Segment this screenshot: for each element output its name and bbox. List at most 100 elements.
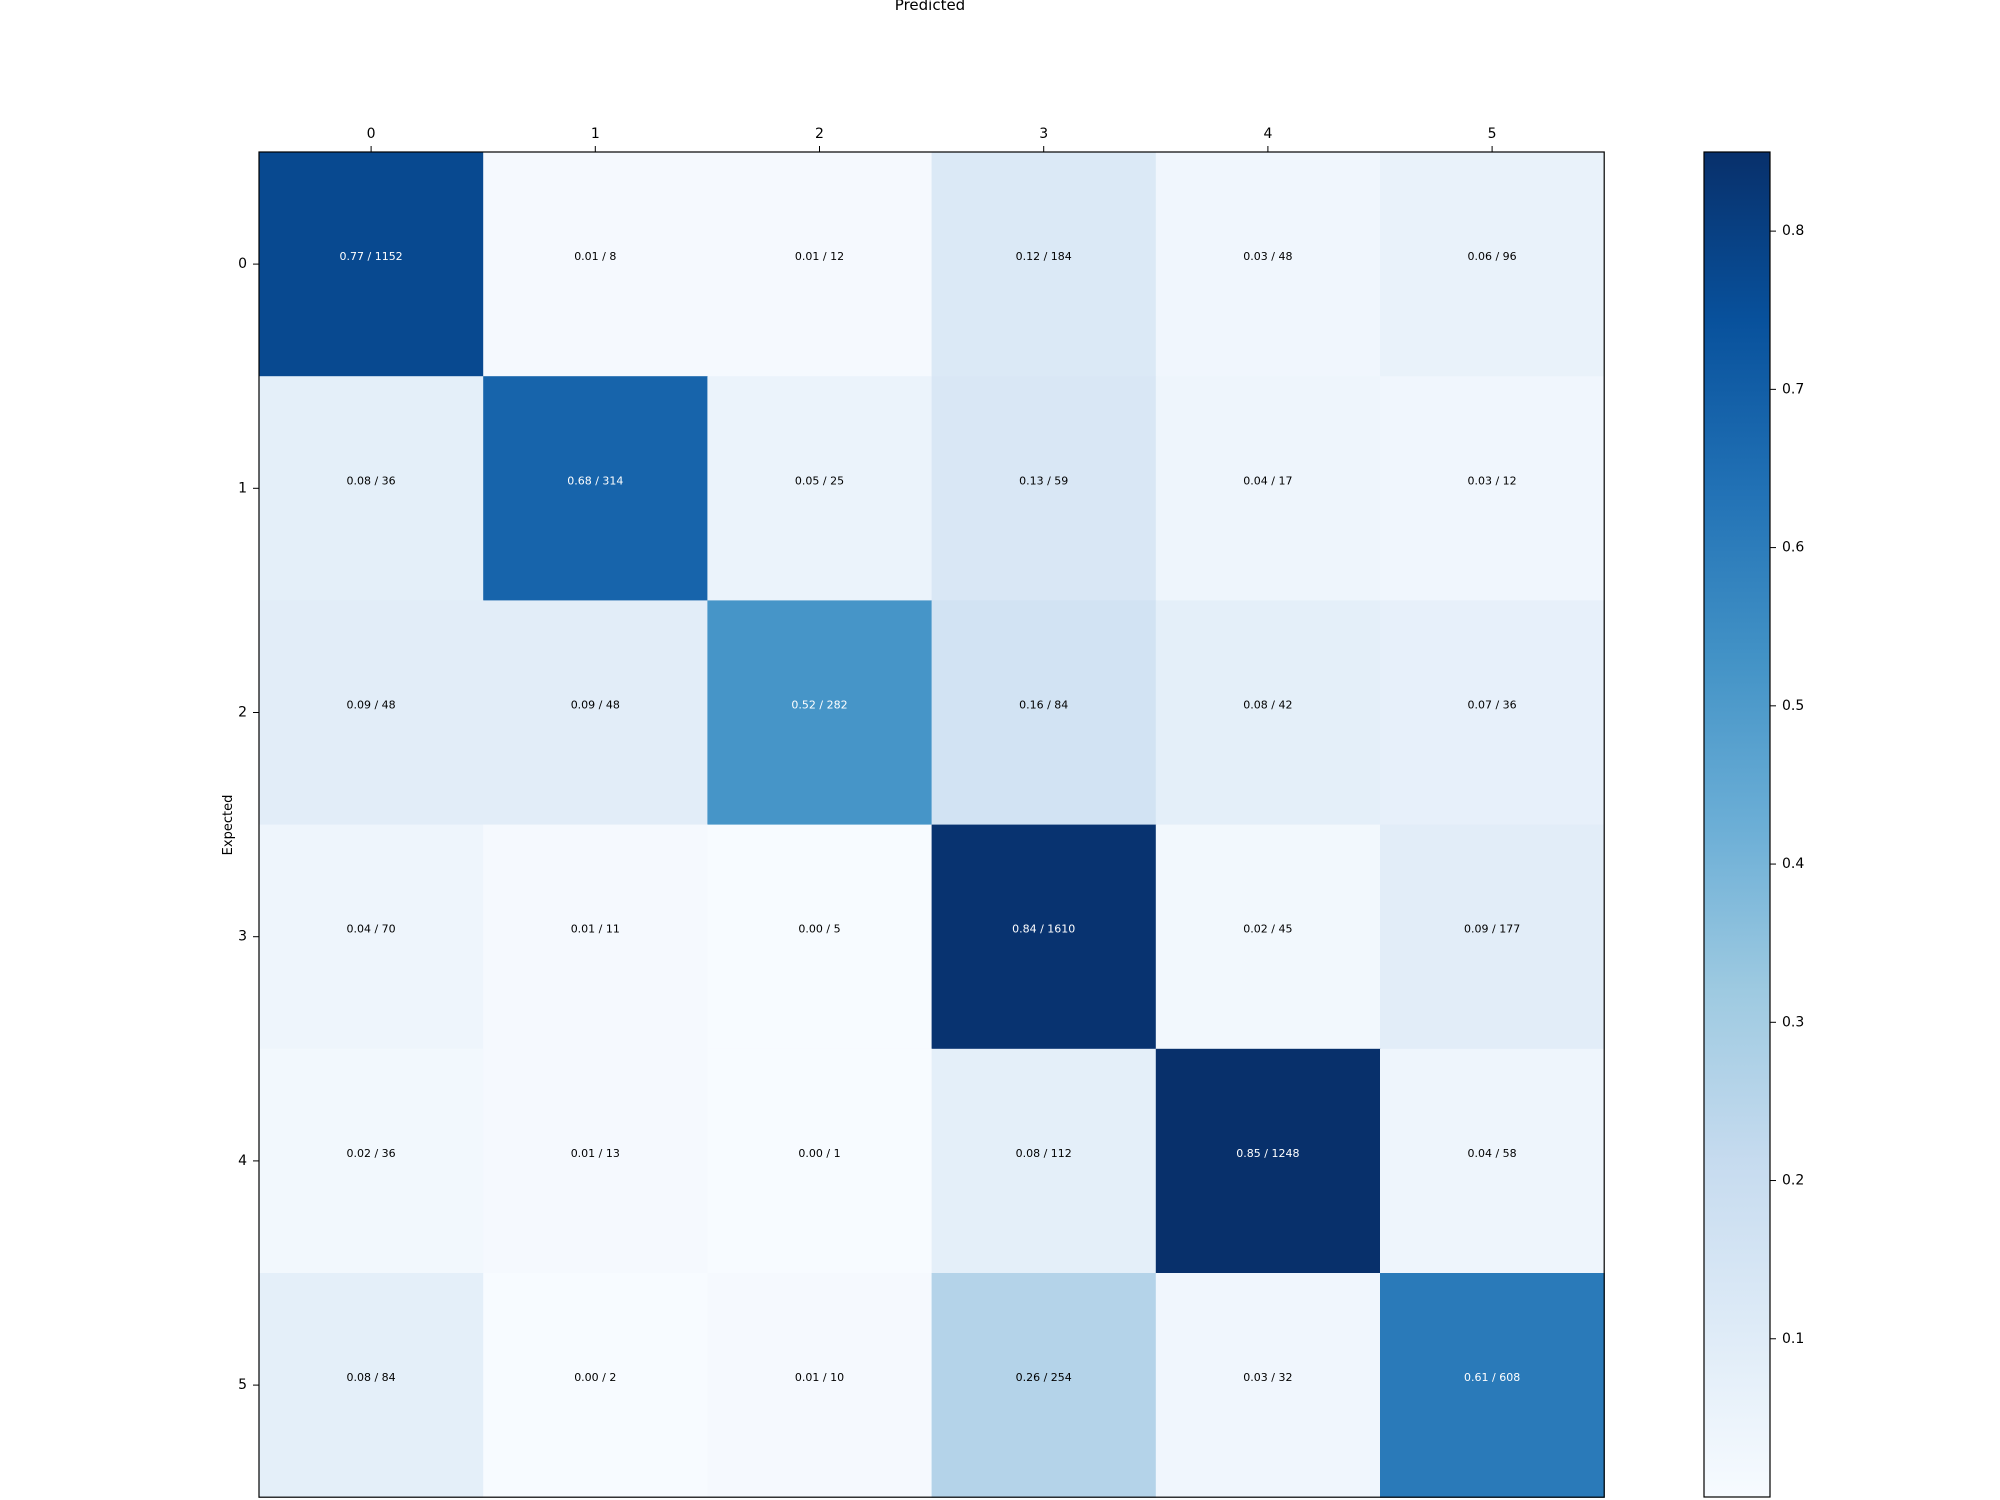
colorbar-tick-label: 0.8 [1782, 223, 1804, 239]
colorbar-gradient [1703, 151, 1771, 1498]
heatmap-cell [931, 376, 1157, 601]
cell-value-label: 0.00 / 2 [574, 1371, 616, 1384]
heatmap-cell [1155, 824, 1381, 1050]
cell-value-label: 0.01 / 8 [574, 250, 616, 263]
cell-value-label: 0.52 / 282 [791, 699, 847, 712]
cell-value-label: 0.77 / 1152 [340, 250, 403, 263]
heatmap-cell [259, 824, 484, 1050]
plot-frame [258, 151, 1605, 1498]
cell-value-label: 0.01 / 10 [795, 1371, 844, 1384]
y-tick-label: 4 [238, 1153, 247, 1169]
cell-value-label: 0.01 / 13 [571, 1147, 620, 1160]
cell-value-label: 0.08 / 36 [346, 474, 395, 487]
colorbar-tick-label: 0.5 [1782, 698, 1804, 714]
y-tick-label: 2 [238, 705, 247, 721]
cell-value-label: 0.26 / 254 [1016, 1371, 1072, 1384]
cell-value-label: 0.04 / 17 [1243, 474, 1292, 487]
x-axis-ticks: 0 1 2 3 4 5 [367, 126, 1497, 152]
y-axis-ticks: 0 1 2 3 4 5 [238, 256, 259, 1393]
heatmap-cell [707, 1273, 933, 1498]
heatmap-cell [1155, 152, 1381, 377]
heatmap-cell [259, 600, 484, 826]
cell-value-label: 0.07 / 36 [1467, 699, 1516, 712]
y-tick-label: 1 [238, 480, 247, 496]
x-tick-label: 5 [1488, 126, 1497, 142]
cell-value-label: 0.03 / 48 [1243, 250, 1292, 263]
cell-value-label: 0.03 / 12 [1467, 474, 1516, 487]
heatmap-cell [931, 1048, 1157, 1274]
heatmap-cell [1380, 152, 1605, 377]
heatmap-cell [483, 600, 708, 826]
chart-title: Predicted [895, 0, 965, 14]
heatmap-cell [1380, 1048, 1605, 1274]
cell-value-label: 0.02 / 45 [1243, 923, 1292, 936]
heatmap-cell [259, 376, 484, 601]
cell-value-label: 0.61 / 608 [1464, 1371, 1520, 1384]
heatmap-cell [1380, 600, 1605, 826]
heatmap-cell [707, 1048, 933, 1274]
y-tick-label: 3 [238, 929, 247, 945]
cell-value-label: 0.08 / 112 [1016, 1147, 1072, 1160]
cell-value-label: 0.08 / 42 [1243, 699, 1292, 712]
y-tick-label: 5 [238, 1377, 247, 1393]
heatmap-cell [483, 152, 708, 377]
cell-value-label: 0.02 / 36 [346, 1147, 395, 1160]
colorbar-tick-label: 0.7 [1782, 381, 1804, 397]
cell-value-label: 0.01 / 12 [795, 250, 844, 263]
colorbar-tick-label: 0.6 [1782, 540, 1804, 556]
cell-value-label: 0.03 / 32 [1243, 1371, 1292, 1384]
heatmap-cell [483, 376, 708, 601]
heatmap-cell [483, 1048, 708, 1274]
colorbar-tick-label: 0.2 [1782, 1173, 1804, 1189]
cell-value-label: 0.09 / 48 [346, 699, 395, 712]
x-tick-label: 1 [591, 126, 600, 142]
cell-value-label: 0.09 / 48 [571, 699, 620, 712]
heatmap-cell-labels: 0.77 / 1152 0.01 / 8 0.01 / 12 0.12 / 184 0.… [340, 250, 1521, 1384]
x-tick-label: 4 [1263, 126, 1272, 142]
heatmap-cell [259, 1048, 484, 1274]
cell-value-label: 0.09 / 177 [1464, 923, 1520, 936]
heatmap-cell [707, 600, 933, 826]
heatmap-cell [483, 1273, 708, 1498]
heatmap-cell [259, 152, 484, 377]
heatmap-cell [931, 600, 1157, 826]
colorbar: 0.1 0.2 0.3 0.4 0.5 0.6 0.7 0.8 [1703, 151, 1804, 1498]
heatmap-cell [1155, 376, 1381, 601]
colorbar-tick-label: 0.3 [1782, 1014, 1804, 1030]
cell-value-label: 0.05 / 25 [795, 474, 844, 487]
cell-value-label: 0.68 / 314 [567, 474, 623, 487]
heatmap-cell [1155, 600, 1381, 826]
heatmap-cell [931, 1273, 1157, 1498]
cell-value-label: 0.08 / 84 [346, 1371, 395, 1384]
heatmap-cell [1155, 1273, 1381, 1498]
y-tick-label: 0 [238, 256, 247, 272]
colorbar-tick-label: 0.1 [1782, 1331, 1804, 1347]
x-tick-label: 3 [1039, 126, 1048, 142]
heatmap-cell [707, 376, 933, 601]
cell-value-label: 0.12 / 184 [1016, 250, 1072, 263]
cell-value-label: 0.16 / 84 [1019, 699, 1068, 712]
cell-value-label: 0.85 / 1248 [1236, 1147, 1299, 1160]
cell-value-label: 0.04 / 58 [1467, 1147, 1516, 1160]
heatmap-cell [259, 1273, 484, 1498]
cell-value-label: 0.13 / 59 [1019, 474, 1068, 487]
heatmap-cells [259, 152, 1605, 1498]
x-tick-label: 2 [815, 126, 824, 142]
y-axis-label: Expected [221, 795, 236, 856]
cell-value-label: 0.00 / 5 [798, 923, 840, 936]
cell-value-label: 0.06 / 96 [1467, 250, 1516, 263]
colorbar-tick-label: 0.4 [1782, 856, 1804, 872]
heatmap-cell [1380, 376, 1605, 601]
x-tick-label: 0 [367, 126, 376, 142]
cell-value-label: 0.04 / 70 [346, 923, 395, 936]
heatmap-cell [1380, 824, 1605, 1050]
cell-value-label: 0.01 / 11 [571, 923, 620, 936]
heatmap-cell [483, 824, 708, 1050]
heatmap-cell [931, 824, 1157, 1050]
heatmap-cell [707, 152, 933, 377]
heatmap-cell [931, 152, 1157, 377]
heatmap-cell [1380, 1273, 1605, 1498]
cell-value-label: 0.00 / 1 [798, 1147, 840, 1160]
cell-value-label: 0.84 / 1610 [1012, 923, 1075, 936]
